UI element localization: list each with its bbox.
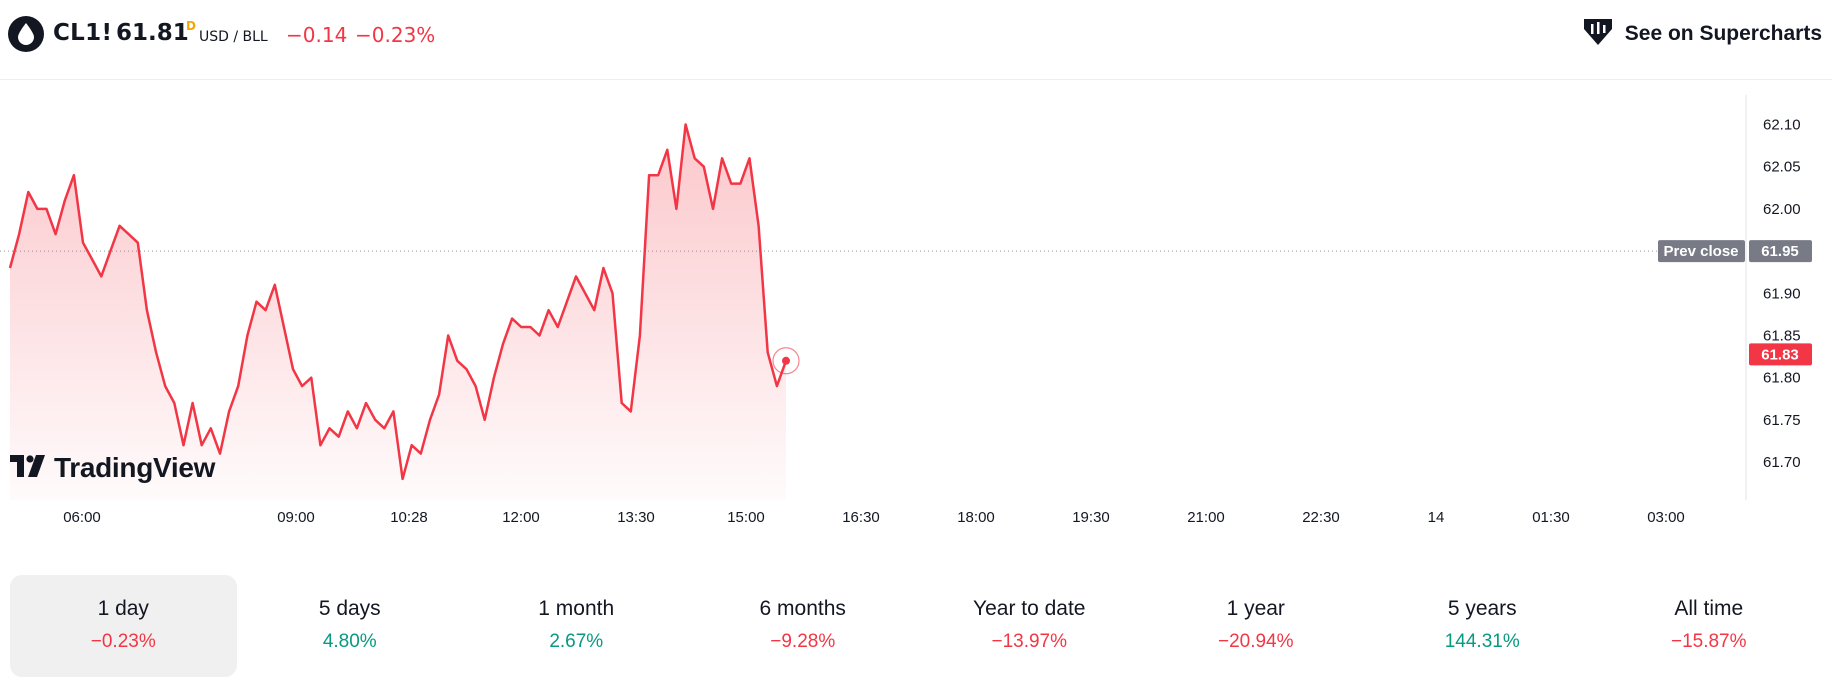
prev-close-label: Prev close [1663, 243, 1738, 260]
y-tick-label: 62.10 [1763, 117, 1801, 134]
range-change-value: 4.80% [322, 631, 377, 652]
prev-close-value: 61.95 [1761, 243, 1799, 260]
price-currency: USD / BLL [199, 29, 268, 45]
x-tick-label: 10:28 [390, 509, 428, 526]
delayed-data-marker: D [186, 19, 196, 33]
range-change-value: −15.87% [1670, 631, 1747, 652]
see-on-supercharts-link[interactable]: See on Supercharts [1581, 16, 1822, 52]
range-change-value: 144.31% [1444, 631, 1520, 652]
range-tab-all-time[interactable]: All time −15.87% [1596, 575, 1823, 677]
tradingview-logo-text: TradingView [54, 452, 216, 483]
range-change-value: −9.28% [770, 631, 836, 652]
x-tick-label: 15:00 [727, 509, 765, 526]
range-tab-5-days[interactable]: 5 days 4.80% [237, 575, 464, 677]
range-tab-year-to-date[interactable]: Year to date −13.97% [916, 575, 1143, 677]
tradingview-logo-icon [10, 455, 46, 481]
range-label: 1 month [538, 597, 615, 620]
range-label: 1 day [97, 597, 149, 620]
x-tick-label: 03:00 [1647, 509, 1685, 526]
range-label: 5 days [318, 597, 381, 620]
range-change-value: −20.94% [1217, 631, 1294, 652]
last-price: 61.81 [116, 20, 189, 46]
price-chart[interactable]: 62.10 62.05 62.00 61.90 61.85 61.80 61.75 61.70… [0, 80, 1832, 530]
range-label: Year to date [973, 597, 1086, 620]
last-price-marker [772, 347, 800, 375]
y-tick-label: 61.85 [1763, 327, 1801, 344]
range-tab-1-year[interactable]: 1 year −20.94% [1143, 575, 1370, 677]
range-tab-1-day[interactable]: 1 day −0.23% [10, 575, 237, 677]
time-range-selector: 1 day −0.23% 5 days 4.80% 1 month 2.67% 6 mont… [10, 575, 1822, 677]
supercharts-icon [1581, 17, 1615, 51]
x-tick-label: 16:30 [842, 509, 880, 526]
symbol-header: CL1! 61.81 D USD / BLL −0.14 −0.23% See … [0, 0, 1832, 80]
range-tab-6-months[interactable]: 6 months −9.28% [690, 575, 917, 677]
range-label: All time [1674, 597, 1744, 620]
x-tick-label: 12:00 [502, 509, 540, 526]
range-change-value: 2.67% [549, 631, 604, 652]
x-tick-label: 21:00 [1187, 509, 1225, 526]
range-label: 1 year [1226, 597, 1285, 620]
x-tick-label: 09:00 [277, 509, 315, 526]
x-tick-label: 19:30 [1072, 509, 1110, 526]
x-tick-label: 13:30 [617, 509, 655, 526]
range-tab-5-years[interactable]: 5 years 144.31% [1369, 575, 1596, 677]
price-change-percent: −0.23% [355, 23, 436, 47]
y-tick-label: 61.80 [1763, 370, 1801, 387]
supercharts-label: See on Supercharts [1624, 22, 1822, 45]
x-tick-label: 06:00 [63, 509, 101, 526]
y-tick-label: 62.05 [1763, 159, 1801, 176]
y-tick-label: 61.75 [1763, 412, 1801, 429]
range-change-value: −13.97% [991, 631, 1068, 652]
price-change-absolute: −0.14 [286, 23, 348, 47]
x-tick-label: 14 [1428, 509, 1445, 526]
range-label: 5 years [1447, 597, 1517, 620]
x-tick-label: 18:00 [957, 509, 995, 526]
price-area-fill [10, 124, 786, 500]
current-price-value: 61.83 [1761, 346, 1799, 363]
price-line [8, 123, 788, 481]
current-price-badge: 61.83 [1749, 343, 1812, 366]
tradingview-logo[interactable]: TradingView [10, 452, 215, 484]
range-change-value: −0.23% [90, 631, 156, 652]
y-tick-label: 61.90 [1763, 285, 1801, 302]
prev-close-badge: Prev close 61.95 [1658, 240, 1812, 263]
x-tick-label: 01:30 [1532, 509, 1570, 526]
oil-drop-icon [8, 16, 44, 52]
y-tick-label: 61.70 [1763, 454, 1801, 471]
ticker-symbol[interactable]: CL1! [53, 20, 113, 46]
x-tick-label: 22:30 [1302, 509, 1340, 526]
y-tick-label: 62.00 [1763, 201, 1801, 218]
range-label: 6 months [759, 597, 846, 620]
range-tab-1-month[interactable]: 1 month 2.67% [463, 575, 690, 677]
price-chart-svg[interactable]: 62.10 62.05 62.00 61.90 61.85 61.80 61.75 61.70… [0, 80, 1832, 530]
